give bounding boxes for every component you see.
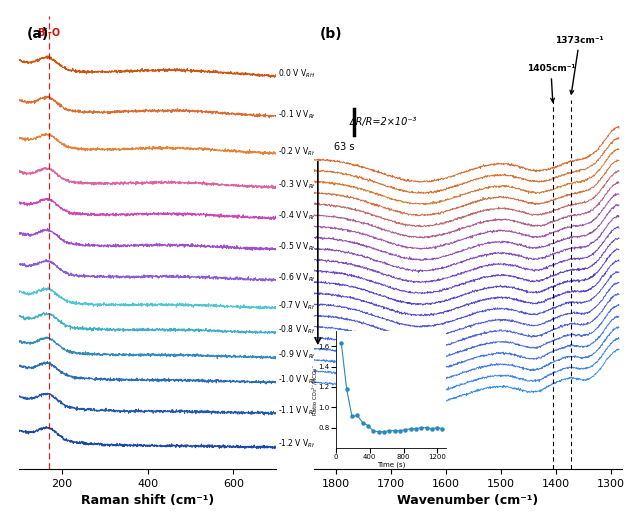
Text: (a): (a) (26, 27, 49, 41)
Text: -0.5 V V$_{RHE}$: -0.5 V V$_{RHE}$ (278, 241, 322, 253)
Text: -0.2 V V$_{RHE}$: -0.2 V V$_{RHE}$ (278, 145, 322, 157)
Text: -1.2 V V$_{RHE}$: -1.2 V V$_{RHE}$ (278, 438, 322, 451)
Text: 1373cm⁻¹: 1373cm⁻¹ (555, 35, 604, 94)
Text: -1.1 V V$_{RHE}$: -1.1 V V$_{RHE}$ (278, 404, 322, 417)
Text: -0.8 V V$_{RHE}$: -0.8 V V$_{RHE}$ (278, 324, 322, 337)
Text: -1.0 V V$_{RHE}$: -1.0 V V$_{RHE}$ (278, 373, 322, 386)
Text: 1405cm⁻¹: 1405cm⁻¹ (527, 64, 575, 102)
Text: (b): (b) (320, 27, 343, 41)
Text: -0.6 V V$_{RHE}$: -0.6 V V$_{RHE}$ (278, 271, 322, 284)
Text: 0.0 V V$_{RHE}$: 0.0 V V$_{RHE}$ (278, 68, 319, 80)
X-axis label: Raman shift (cm⁻¹): Raman shift (cm⁻¹) (81, 494, 214, 507)
Y-axis label: Ratio CO₃²⁻/HCO₃⁻: Ratio CO₃²⁻/HCO₃⁻ (311, 364, 317, 415)
Text: ΔR/R=2×10⁻³: ΔR/R=2×10⁻³ (350, 117, 417, 127)
Text: -0.3 V V$_{RHE}$: -0.3 V V$_{RHE}$ (278, 179, 322, 192)
Text: -0.7 V V$_{RHE}$: -0.7 V V$_{RHE}$ (278, 299, 321, 312)
X-axis label: Wavenumber (cm⁻¹): Wavenumber (cm⁻¹) (398, 494, 538, 507)
Text: Bi-O: Bi-O (37, 28, 60, 38)
Text: -0.4 V V$_{RHE}$: -0.4 V V$_{RHE}$ (278, 210, 322, 222)
X-axis label: Time (s): Time (s) (377, 462, 405, 468)
Text: -0.1 V V$_{RHE}$: -0.1 V V$_{RHE}$ (278, 108, 322, 120)
Text: 1263 s: 1263 s (338, 354, 372, 364)
Text: -0.9 V V$_{RHE}$: -0.9 V V$_{RHE}$ (278, 349, 322, 361)
Text: 63 s: 63 s (334, 142, 355, 153)
